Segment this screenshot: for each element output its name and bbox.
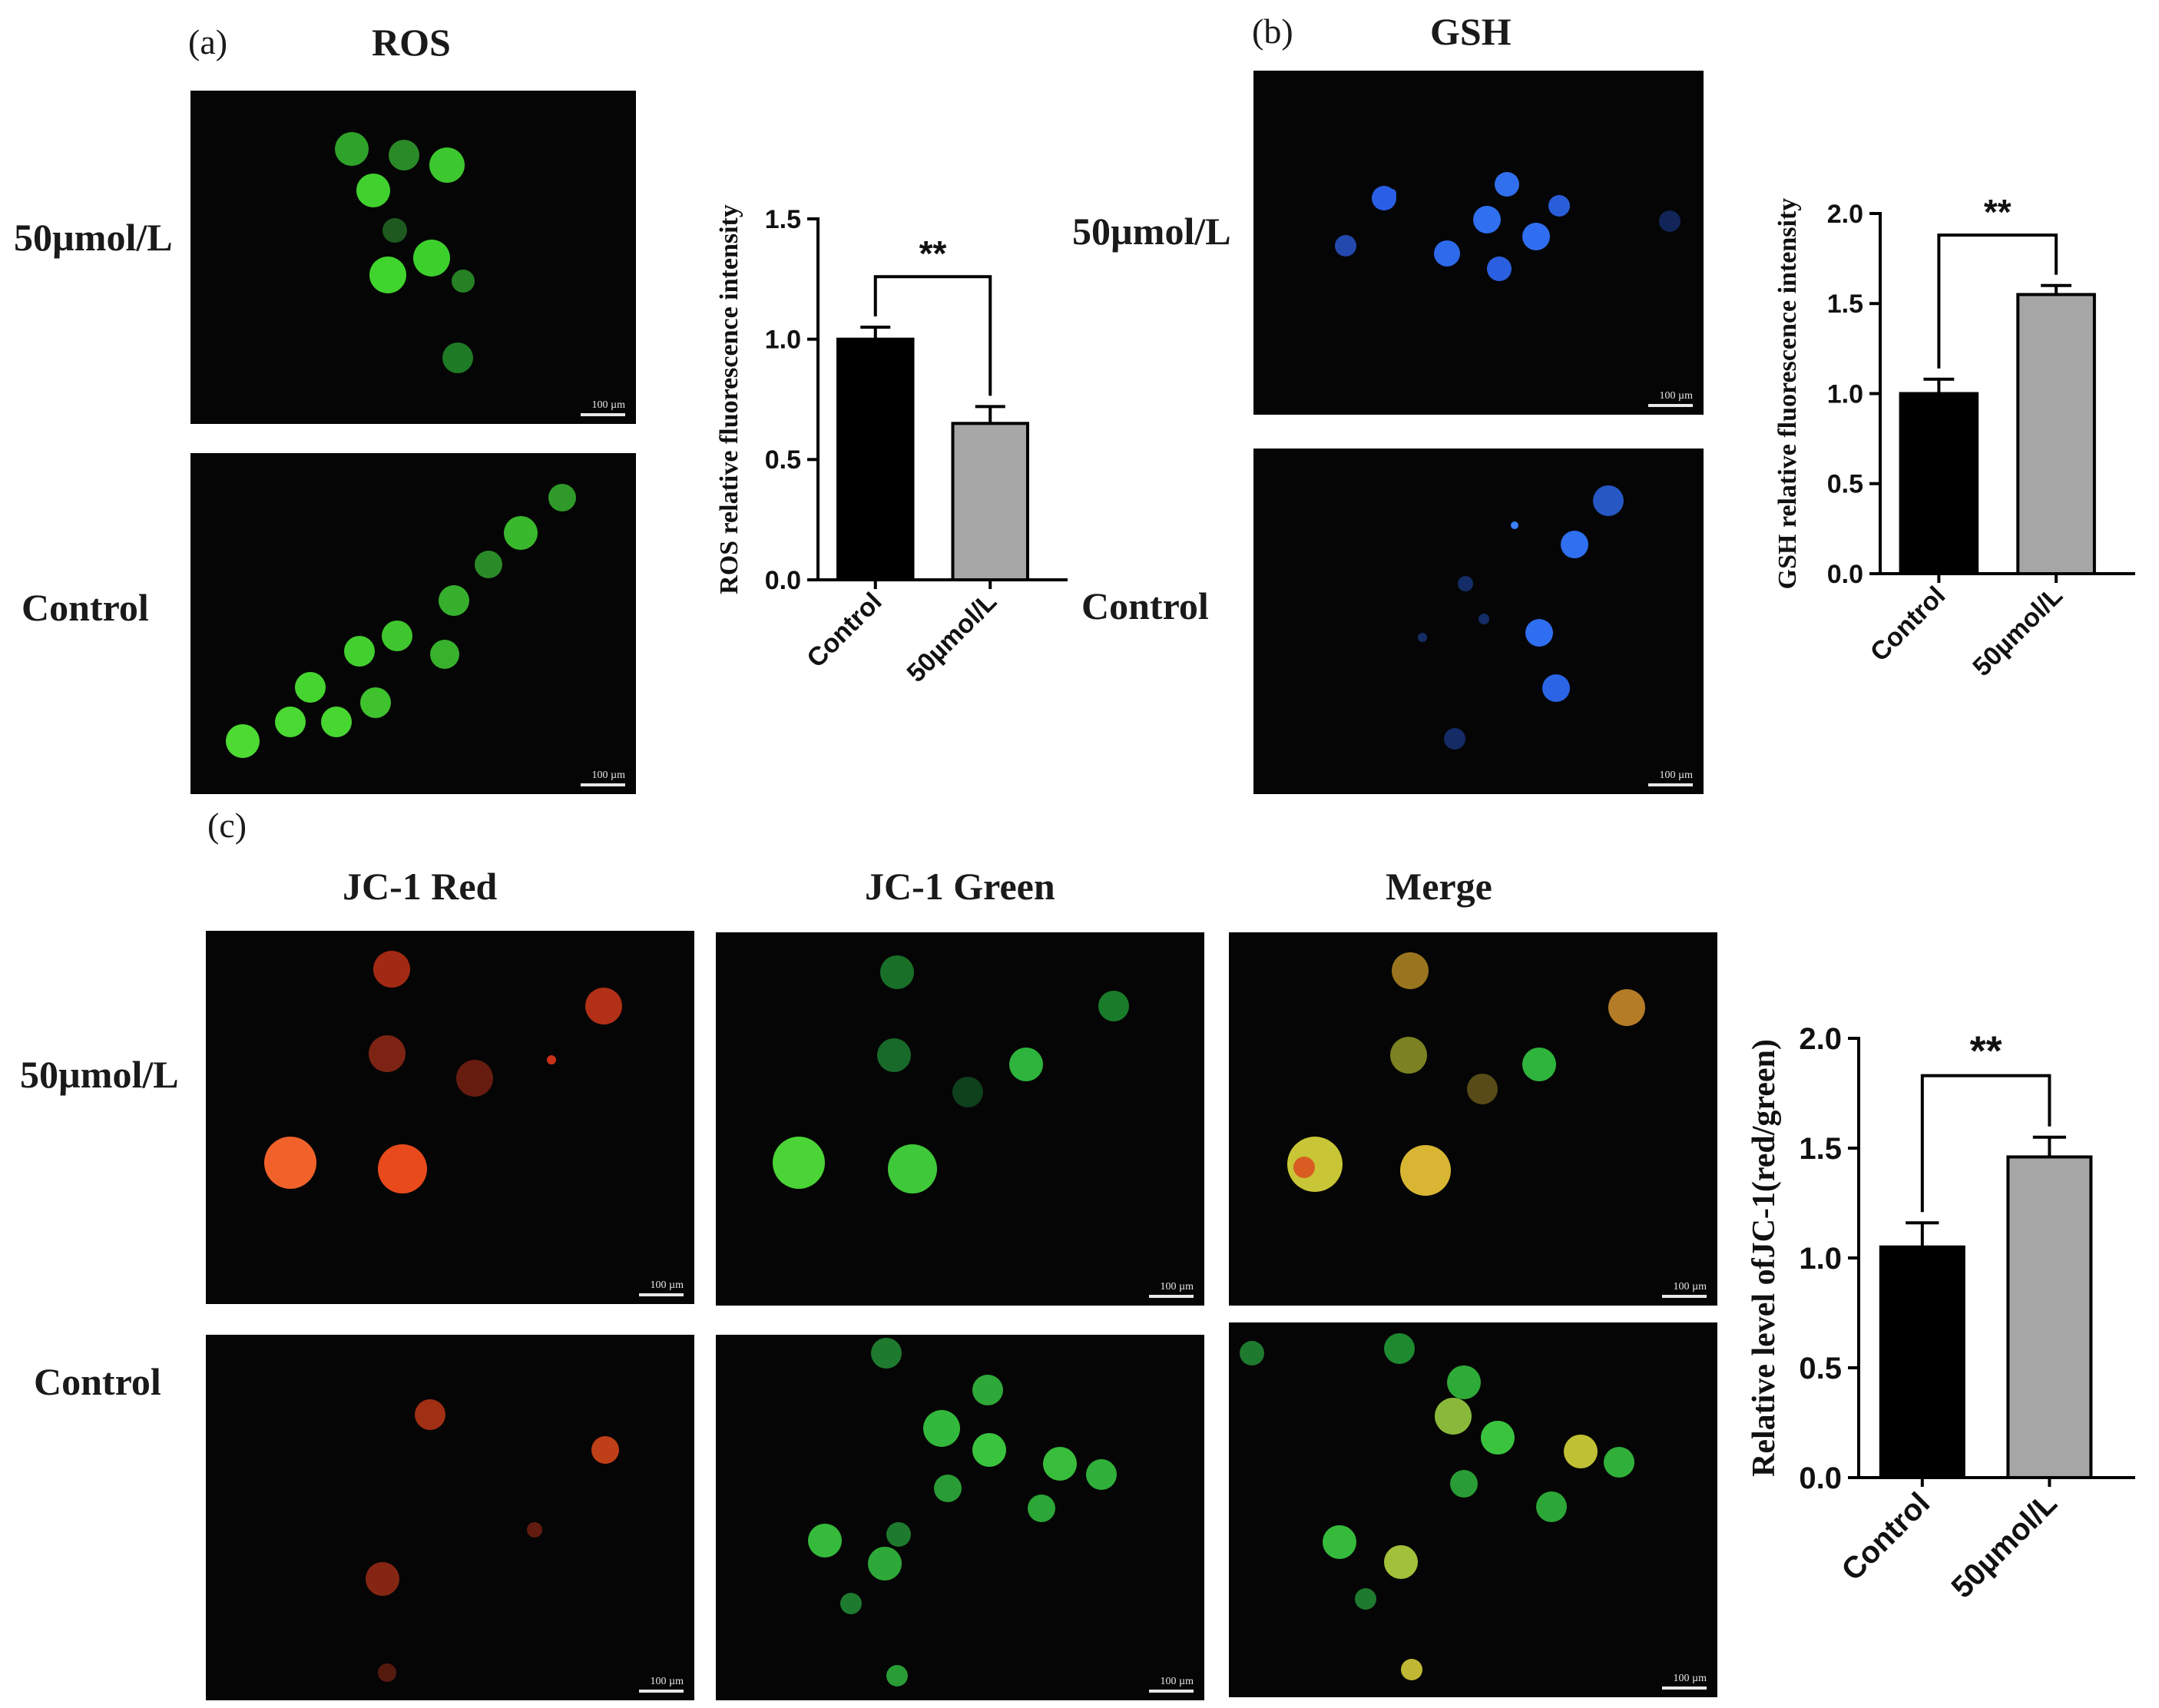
panel-b-row-treated: 50µmol/L xyxy=(1072,210,1231,253)
ros-image-treated: 100 µm xyxy=(190,91,636,424)
scale-bar-label: 100 µm xyxy=(650,1676,684,1687)
scale-bar xyxy=(1149,1690,1194,1693)
gsh-image-control: 100 µm xyxy=(1253,449,1704,794)
significance-bracket xyxy=(873,275,992,396)
significance-bracket xyxy=(1937,233,2058,369)
scale-bar xyxy=(581,413,625,416)
scale-bar-label: 100 µm xyxy=(1673,1673,1707,1684)
scale-bar xyxy=(639,1690,684,1693)
ros-image-control: 100 µm xyxy=(190,453,636,794)
jc1-red-treated: 100 µm xyxy=(206,931,694,1304)
y-tick-label: 0.5 xyxy=(1799,1352,1842,1385)
jc1-red-control: 100 µm xyxy=(206,1335,694,1700)
panel-c-label: (c) xyxy=(207,806,247,845)
scale-bar-label: 100 µm xyxy=(1659,390,1693,402)
y-tick-label: 1.0 xyxy=(1827,379,1863,409)
scale-bar-label: 100 µm xyxy=(1160,1281,1194,1293)
panel-b-title: GSH xyxy=(1430,10,1512,53)
panel-a-label: (a) xyxy=(188,22,228,61)
scale-bar-label: 100 µm xyxy=(591,770,625,781)
panel-c-row-control: Control xyxy=(34,1360,161,1403)
y-tick-label: 1.5 xyxy=(765,205,801,234)
significance-marker: ** xyxy=(1984,192,2012,232)
y-axis-label: ROS relative fluorescence intensity xyxy=(715,204,743,594)
bar xyxy=(2006,1155,2093,1479)
x-tick-label: 50µmol/L xyxy=(1945,1486,2063,1604)
panel-b-label: (b) xyxy=(1252,12,1293,51)
scale-bar-label: 100 µm xyxy=(1160,1676,1194,1687)
scale-bar-label: 100 µm xyxy=(650,1279,684,1291)
y-tick-label: 1.0 xyxy=(765,326,801,355)
scale-bar xyxy=(1149,1295,1194,1298)
bar xyxy=(951,422,1029,581)
scale-bar-label: 100 µm xyxy=(591,399,625,411)
jc1-merge-control: 100 µm xyxy=(1229,1322,1717,1697)
y-tick-label: 1.5 xyxy=(1799,1132,1842,1166)
significance-marker: ** xyxy=(919,233,947,273)
bar xyxy=(2016,293,2096,575)
y-tick-label: 0.0 xyxy=(765,566,801,595)
significance-marker: ** xyxy=(1970,1028,2002,1074)
panel-a-title: ROS xyxy=(372,21,451,64)
panel-c-col-green: JC-1 Green xyxy=(865,865,1055,908)
bar xyxy=(836,337,915,581)
y-tick-label: 1.0 xyxy=(1799,1242,1842,1276)
panel-a-row-treated: 50µmol/L xyxy=(14,216,173,259)
jc1-green-control: 100 µm xyxy=(716,1335,1204,1700)
bar xyxy=(1899,392,1979,575)
y-tick-label: 2.0 xyxy=(1827,200,1863,229)
scale-bar xyxy=(1662,1686,1707,1690)
scale-bar xyxy=(581,783,625,786)
scale-bar xyxy=(1648,404,1693,407)
y-axis-label: GSH relative fluorescence intensity xyxy=(1773,198,1802,590)
y-axis-label: Relative level ofJC-1(red/green) xyxy=(1747,1039,1782,1477)
gsh-image-treated: 100 µm xyxy=(1253,71,1704,415)
y-tick-label: 0.0 xyxy=(1827,560,1863,589)
x-tick-label: Control xyxy=(1836,1486,1937,1587)
y-tick-label: 2.0 xyxy=(1799,1022,1842,1056)
y-tick-label: 1.5 xyxy=(1827,290,1863,319)
bar xyxy=(1879,1245,1965,1479)
jc1-green-treated: 100 µm xyxy=(716,932,1204,1306)
y-tick-label: 0.0 xyxy=(1799,1461,1842,1495)
panel-c-row-treated: 50µmol/L xyxy=(20,1053,179,1096)
panel-a-row-control: Control xyxy=(22,586,149,629)
panel-b-row-control: Control xyxy=(1081,584,1209,627)
scale-bar xyxy=(1662,1295,1707,1298)
panel-c-col-red: JC-1 Red xyxy=(343,865,498,908)
panel-c-col-merge: Merge xyxy=(1386,865,1492,908)
y-tick-label: 0.5 xyxy=(1827,470,1863,499)
jc1-merge-treated: 100 µm xyxy=(1229,932,1717,1306)
scale-bar xyxy=(639,1293,684,1296)
scale-bar xyxy=(1648,783,1693,786)
y-tick-label: 0.5 xyxy=(765,445,801,475)
scale-bar-label: 100 µm xyxy=(1673,1281,1707,1293)
scale-bar-label: 100 µm xyxy=(1659,770,1693,781)
significance-bracket xyxy=(1920,1074,2051,1213)
